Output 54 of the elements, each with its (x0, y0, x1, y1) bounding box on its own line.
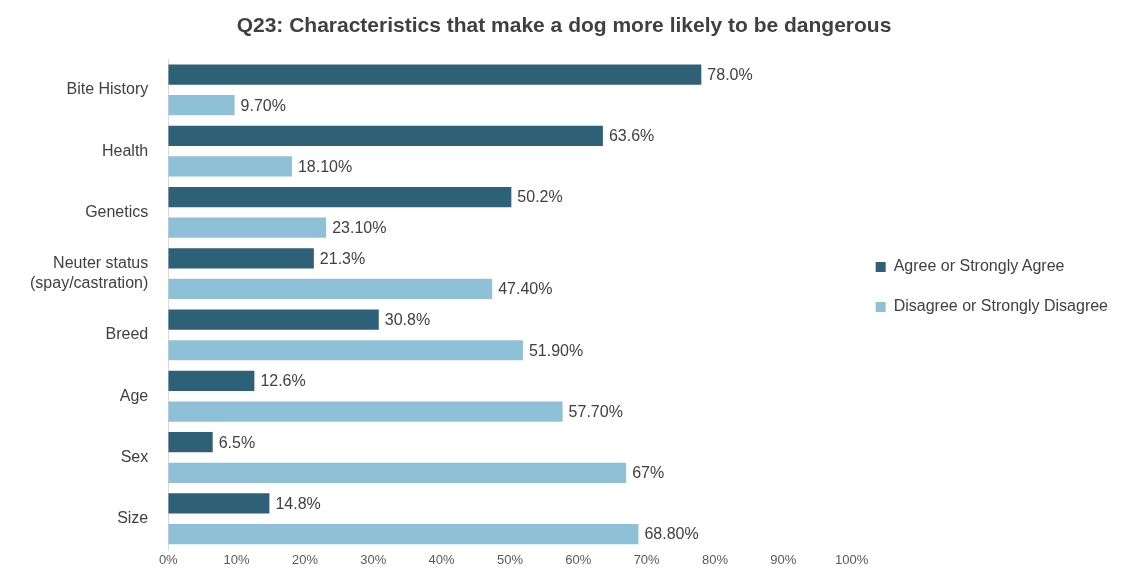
data-label: 21.3% (319, 249, 366, 267)
data-label: 14.8% (275, 494, 321, 512)
data-label: 63.6% (608, 127, 655, 145)
bar (168, 309, 379, 330)
bar (168, 95, 235, 116)
y-tick-label: Breed (105, 325, 149, 343)
legend-label: Agree or Strongly Agree (893, 257, 1065, 275)
bar (168, 523, 639, 545)
y-tick-label: Genetics (85, 202, 149, 220)
bar (168, 401, 563, 422)
bar (168, 462, 627, 483)
x-tick-label: 50% (496, 551, 524, 567)
x-tick-label: 70% (633, 551, 661, 567)
data-label: 57.70% (568, 402, 623, 420)
y-tick-label: Sex (120, 447, 149, 465)
x-tick-label: 80% (701, 551, 729, 567)
x-tick-label: 60% (565, 551, 592, 567)
x-tick-label: 100% (835, 551, 869, 567)
data-label: 47.40% (498, 280, 553, 298)
y-tick-label: Neuter status (spay/castration) (30, 254, 149, 291)
chart-title: Q23: Characteristics that make a dog more likely to be dangerous (236, 13, 892, 37)
x-tick-label: 90% (770, 551, 797, 567)
data-label: 12.6% (260, 372, 306, 390)
bar (168, 64, 702, 85)
y-tick-label: Bite History (66, 80, 149, 98)
bar (168, 340, 523, 361)
data-label: 6.5% (218, 433, 256, 451)
data-label: 23.10% (332, 219, 387, 237)
bar (168, 125, 603, 146)
bar (168, 370, 255, 391)
data-label: 18.10% (297, 157, 353, 175)
x-tick-label: 40% (428, 551, 456, 567)
data-label: 68.80% (644, 525, 699, 543)
data-label: 67% (632, 464, 665, 482)
legend-label: Disagree or Strongly Disagree (893, 297, 1109, 315)
y-tick-label: Age (119, 386, 149, 404)
y-tick-label: Health (102, 141, 149, 159)
bar (168, 432, 213, 453)
bar (168, 493, 270, 514)
bar (168, 248, 314, 269)
y-tick-label: Size (117, 509, 149, 527)
x-tick-label: 0% (158, 551, 179, 567)
x-tick-label: 20% (291, 551, 319, 567)
data-label: 30.8% (384, 311, 431, 329)
data-label: 9.70% (240, 96, 286, 114)
bar (168, 156, 292, 177)
bar (168, 278, 493, 300)
data-label: 78.0% (707, 65, 753, 83)
bar (168, 217, 327, 238)
bar (168, 186, 512, 208)
data-label: 51.90% (528, 341, 584, 359)
x-tick-label: 10% (223, 551, 251, 567)
x-tick-label: 30% (360, 551, 387, 567)
data-label: 50.2% (517, 188, 563, 206)
